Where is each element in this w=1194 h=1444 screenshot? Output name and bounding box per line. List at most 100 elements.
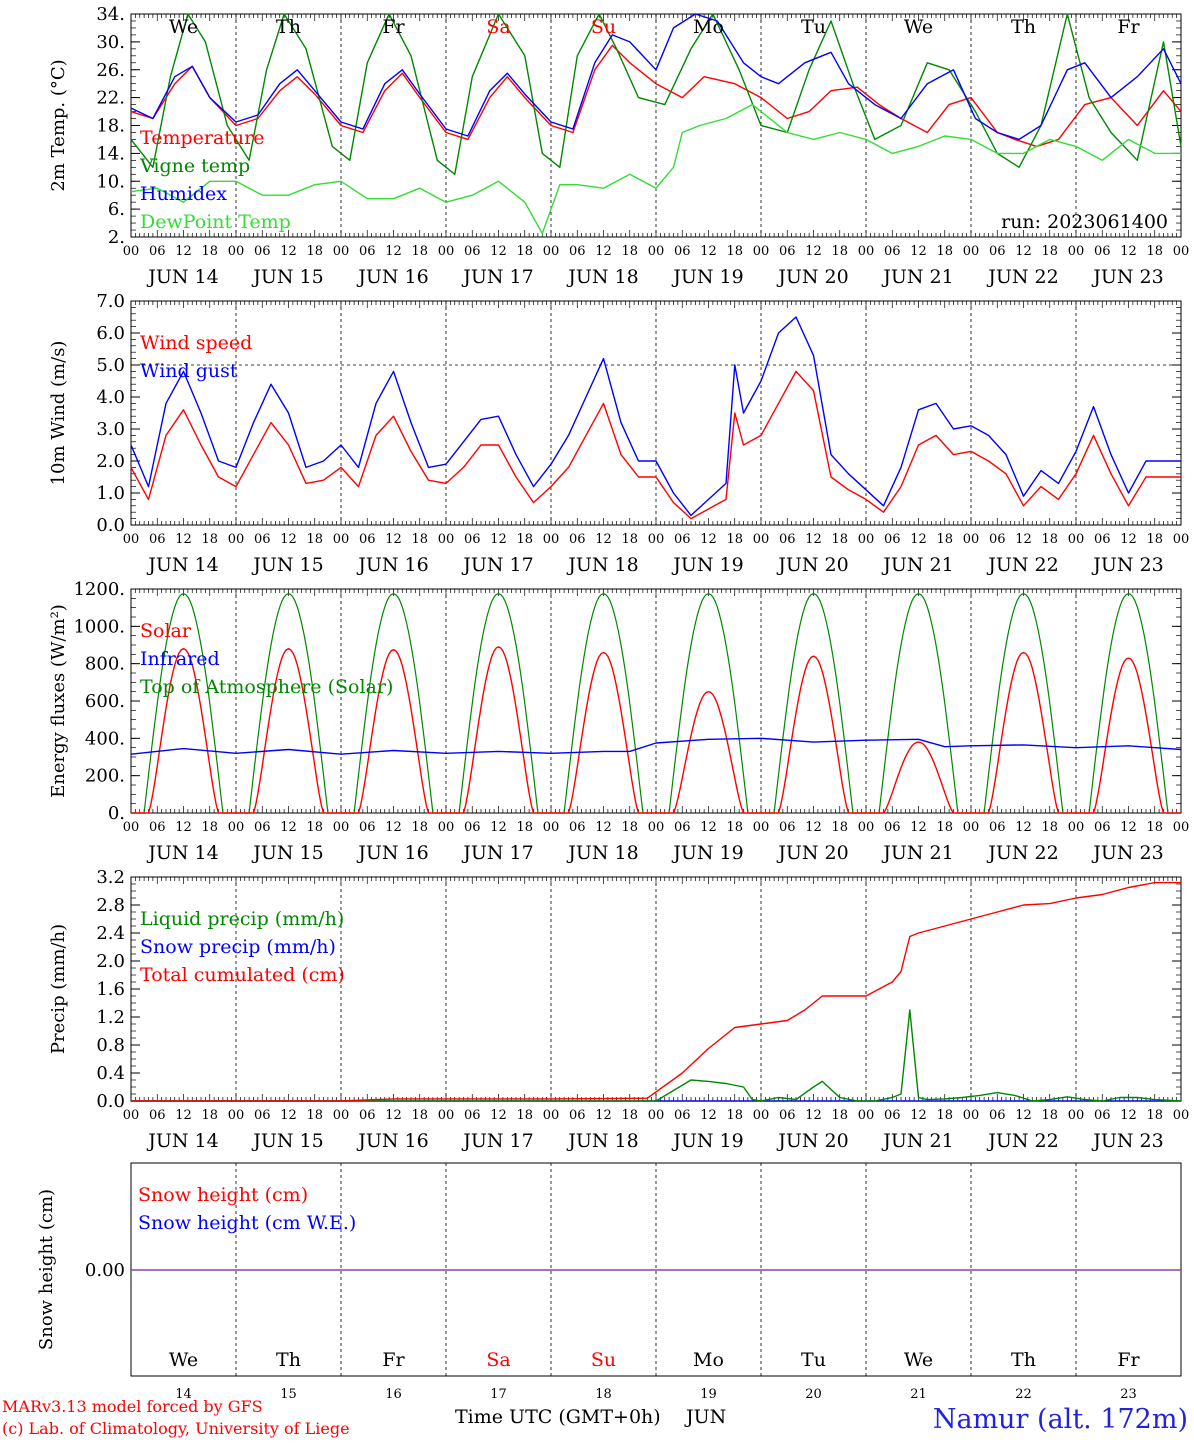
- day-label: Sa: [486, 16, 510, 38]
- x-hour-label: 06: [674, 244, 691, 259]
- x-hour-label: 12: [805, 244, 822, 259]
- x-date-label: JUN 20: [776, 266, 848, 288]
- x-hour-label: 12: [1015, 532, 1032, 547]
- y-tick-label: 26.: [96, 60, 125, 81]
- x-date-label: JUN 22: [986, 266, 1058, 288]
- y-tick-label: 0.0: [96, 515, 125, 536]
- day-label: Mo: [693, 1349, 724, 1371]
- x-date-label: JUN 20: [776, 554, 848, 576]
- x-hour-label: 06: [359, 532, 376, 547]
- x-date-label: JUN 19: [671, 842, 743, 864]
- x-hour-label: 12: [910, 820, 927, 835]
- x-date-label: JUN 19: [671, 266, 743, 288]
- x-hour-label: 18: [831, 532, 848, 547]
- legend-entry: Wind gust: [140, 360, 238, 382]
- x-hour-label: 18: [201, 1108, 218, 1123]
- x-date-label: JUN 20: [776, 842, 848, 864]
- x-hour-label: 12: [385, 244, 402, 259]
- day-number: 20: [805, 1387, 822, 1402]
- x-hour-label: 00: [648, 820, 665, 835]
- x-hour-label: 00: [963, 244, 980, 259]
- x-date-label: JUN 17: [461, 554, 533, 576]
- y-tick-label: 0.4: [96, 1063, 125, 1084]
- day-label: Fr: [1117, 1349, 1140, 1371]
- day-number: 17: [490, 1387, 507, 1402]
- x-hour-label: 00: [228, 532, 245, 547]
- x-hour-label: 06: [1094, 1108, 1111, 1123]
- legend-entry: Total cumulated (cm): [140, 964, 345, 986]
- x-hour-label: 12: [280, 244, 297, 259]
- x-hour-label: 06: [149, 532, 166, 547]
- x-hour-label: 00: [1173, 1108, 1190, 1123]
- x-date-label: JUN 17: [461, 842, 533, 864]
- x-date-label: JUN 15: [251, 554, 323, 576]
- x-hour-label: 00: [333, 244, 350, 259]
- x-hour-label: 06: [1094, 820, 1111, 835]
- legend-entry: DewPoint Temp: [140, 211, 291, 233]
- y-tick-label: 600.: [85, 691, 125, 712]
- x-hour-label: 06: [779, 244, 796, 259]
- x-hour-label: 18: [936, 820, 953, 835]
- x-hour-label: 12: [1015, 244, 1032, 259]
- x-hour-label: 06: [674, 532, 691, 547]
- x-date-label: JUN 18: [566, 1130, 638, 1152]
- y-tick-label: 2.8: [96, 895, 125, 916]
- panel-1-frame: [130, 13, 1182, 238]
- x-hour-label: 00: [333, 532, 350, 547]
- x-date-label: JUN 22: [986, 1130, 1058, 1152]
- y-tick-label: 10.: [96, 171, 125, 192]
- x-hour-label: 00: [963, 532, 980, 547]
- x-hour-label: 18: [831, 1108, 848, 1123]
- legend-entry: Snow height (cm): [138, 1184, 308, 1206]
- y-tick-label: 0.8: [96, 1035, 125, 1056]
- legend-entry: Infrared: [140, 648, 220, 670]
- y-tick-label: 14.: [96, 143, 125, 164]
- y-tick-label: 4.0: [96, 387, 125, 408]
- x-hour-label: 00: [543, 820, 560, 835]
- y-tick-label: 2.0: [96, 451, 125, 472]
- x-date-label: JUN 14: [146, 842, 218, 864]
- x-hour-label: 12: [1120, 244, 1137, 259]
- x-hour-label: 18: [831, 244, 848, 259]
- y-tick-label: 34.: [96, 4, 125, 25]
- legend-entry: Temperature: [140, 127, 264, 149]
- legend-entry: Solar: [140, 620, 192, 642]
- day-number: 23: [1120, 1387, 1137, 1402]
- x-hour-label: 00: [1068, 820, 1085, 835]
- x-hour-label: 06: [254, 244, 271, 259]
- series-wind-gust-line: [130, 316, 1181, 517]
- x-hour-label: 12: [280, 532, 297, 547]
- x-hour-label: 00: [123, 532, 140, 547]
- x-hour-label: 18: [411, 532, 428, 547]
- x-hour-label: 06: [884, 1108, 901, 1123]
- y-axis-label: Precip (mm/h): [48, 924, 69, 1054]
- x-hour-label: 00: [753, 820, 770, 835]
- day-label: We: [904, 1349, 933, 1371]
- legend-entry: Wind speed: [140, 332, 252, 354]
- day-number: 19: [700, 1387, 717, 1402]
- y-tick-label: 0.00: [85, 1260, 125, 1281]
- day-label: Th: [276, 16, 301, 38]
- x-hour-label: 18: [621, 244, 638, 259]
- x-hour-label: 12: [490, 820, 507, 835]
- x-hour-label: 18: [516, 1108, 533, 1123]
- x-hour-label: 12: [175, 532, 192, 547]
- x-date-label: JUN 21: [881, 554, 953, 576]
- x-hour-label: 06: [254, 532, 271, 547]
- x-hour-label: 06: [464, 244, 481, 259]
- x-hour-label: 00: [753, 1108, 770, 1123]
- day-label: Sa: [486, 1349, 510, 1371]
- y-tick-label: 7.0: [96, 291, 125, 312]
- series-total-cumulated-line: [131, 881, 1181, 1102]
- x-hour-label: 18: [726, 532, 743, 547]
- y-tick-label: 6.0: [96, 323, 125, 344]
- x-hour-label: 00: [858, 244, 875, 259]
- y-tick-label: 1.6: [96, 979, 125, 1000]
- x-hour-label: 06: [569, 532, 586, 547]
- x-hour-label: 18: [306, 1108, 323, 1123]
- y-tick-label: 3.2: [96, 867, 125, 888]
- x-hour-label: 00: [858, 532, 875, 547]
- x-hour-label: 00: [438, 244, 455, 259]
- x-hour-label: 18: [1146, 1108, 1163, 1123]
- x-hour-label: 06: [1094, 532, 1111, 547]
